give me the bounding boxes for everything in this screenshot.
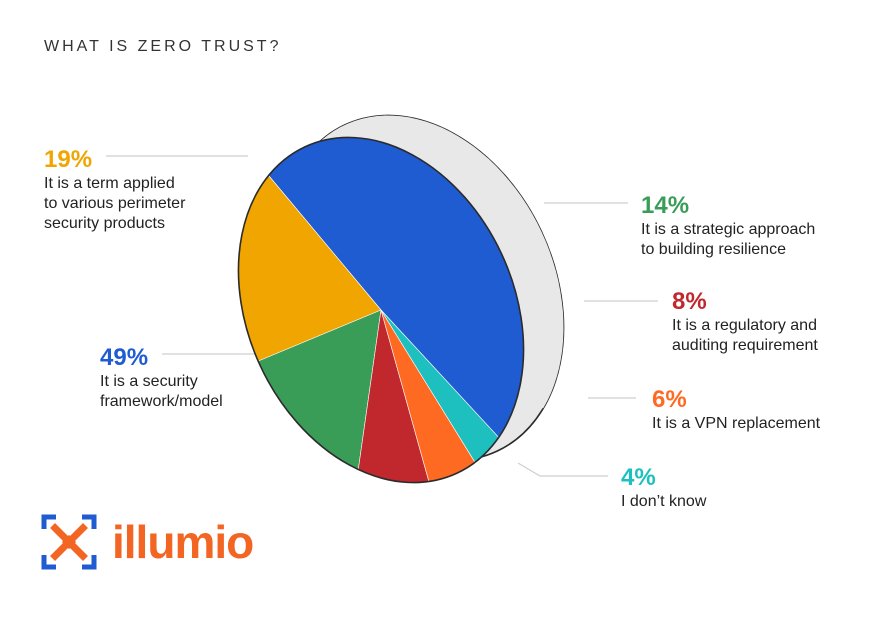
pie-front-outline — [237, 136, 525, 484]
slice-percent-8: 8% — [672, 288, 707, 315]
slice-percent-6: 6% — [652, 386, 687, 413]
slice-label-14: 14% It is a strategic approach to buildi… — [641, 192, 815, 260]
slice-description-49: It is a security framework/model — [100, 373, 223, 410]
slice-percent-4: 4% — [621, 464, 656, 491]
illumio-logo: illumio — [40, 512, 254, 572]
slice-description-14: It is a strategic approach to building r… — [641, 221, 816, 258]
slice-label-49: 49% It is a security framework/model — [100, 344, 223, 412]
slice-label-8: 8% It is a regulatory and auditing requi… — [672, 288, 818, 356]
slice-percent-14: 14% — [641, 192, 690, 219]
pie-slices — [237, 136, 525, 484]
slice-label-4: 4% I don’t know — [621, 464, 706, 512]
chart-title: WHAT IS ZERO TRUST? — [44, 38, 282, 55]
slice-description-4: I don’t know — [621, 493, 707, 510]
leader-lines — [106, 155, 658, 477]
leader-line-4 — [517, 462, 608, 477]
slice-percent-49: 49% — [100, 344, 149, 371]
slice-percent-19: 19% — [44, 146, 93, 173]
pie-side-band — [242, 115, 564, 430]
slice-label-19: 19% It is a term applied to various peri… — [44, 146, 185, 234]
slice-label-6: 6% It is a VPN replacement — [652, 386, 820, 434]
slice-description-8: It is a regulatory and auditing requirem… — [672, 317, 818, 354]
slice-description-19: It is a term applied to various perimete… — [44, 175, 186, 232]
illumio-logo-icon — [41, 514, 97, 570]
illumio-logo-text: illumio — [112, 516, 254, 568]
slice-description-6: It is a VPN replacement — [652, 415, 821, 432]
